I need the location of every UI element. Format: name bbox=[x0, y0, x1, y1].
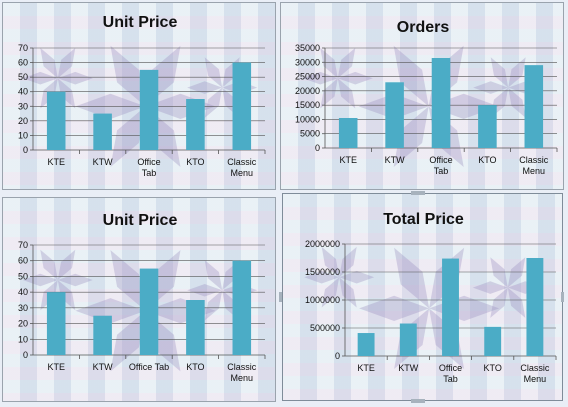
chart-background bbox=[3, 3, 275, 189]
x-tick-label: Office Tab bbox=[439, 363, 462, 384]
x-tick-label: Office Tab bbox=[129, 362, 169, 372]
y-tick-label: 60 bbox=[18, 256, 28, 266]
decor-snowflake bbox=[22, 249, 93, 311]
bar-office-tab[interactable] bbox=[442, 258, 459, 356]
y-tick-label: 30000 bbox=[295, 57, 320, 67]
x-tick-label: Classic Menu bbox=[227, 157, 257, 178]
selection-handle-right[interactable] bbox=[561, 292, 564, 302]
chart-svg: Orders 0 5000 10000 15000 20000 25000 30000 3500… bbox=[295, 19, 558, 176]
y-tick-label: 15000 bbox=[295, 100, 320, 110]
selection-handle-top[interactable] bbox=[411, 191, 425, 195]
selection-handle-left[interactable] bbox=[279, 292, 282, 302]
y-tick-label: 40 bbox=[18, 287, 28, 297]
y-tick-label: 500000 bbox=[310, 323, 340, 333]
selection-handle-bottom[interactable] bbox=[411, 399, 425, 403]
x-tick-label: KTO bbox=[186, 157, 204, 167]
chart-title: Orders bbox=[397, 19, 450, 36]
y-tick-label: 10000 bbox=[295, 114, 320, 124]
chart-unit-price-top[interactable]: Unit Price 0 10 20 30 40 50 60 70 KTE KTW Office Tab… bbox=[2, 2, 276, 190]
y-tick-label: 2000000 bbox=[305, 239, 340, 249]
y-tick-label: 70 bbox=[18, 43, 28, 53]
x-tick-label: KTO bbox=[484, 363, 502, 373]
y-tick-label: 10 bbox=[18, 334, 28, 344]
y-tick-label: 20 bbox=[18, 319, 28, 329]
x-tick-label: KTO bbox=[186, 362, 204, 372]
chart-svg: Unit Price 0 10 20 30 40 50 60 70 KTE KTW Office Ta… bbox=[18, 212, 266, 383]
chart-orders[interactable]: Orders 0 5000 10000 15000 20000 25000 30000 3500… bbox=[280, 2, 564, 190]
bar-office-tab[interactable] bbox=[139, 268, 159, 355]
y-tick-label: 0 bbox=[23, 145, 28, 155]
bar-kto[interactable] bbox=[186, 99, 205, 150]
x-tick-label: KTW bbox=[385, 155, 406, 165]
y-tick-label: 1500000 bbox=[305, 267, 340, 277]
x-tick-label: KTW bbox=[93, 362, 114, 372]
x-tick-label: KTE bbox=[339, 155, 357, 165]
chart-svg: Unit Price 0 10 20 30 40 50 60 70 KTE KTW Office Tab… bbox=[18, 14, 266, 178]
bar-office-tab[interactable] bbox=[431, 58, 451, 148]
bar-kto[interactable] bbox=[484, 326, 502, 356]
y-tick-label: 20000 bbox=[295, 86, 320, 96]
x-tick-label: KTO bbox=[478, 155, 496, 165]
y-tick-label: 70 bbox=[18, 240, 28, 250]
bar-kte[interactable] bbox=[338, 118, 358, 148]
x-tick-label: KTW bbox=[398, 363, 419, 373]
y-tick-label: 50 bbox=[18, 271, 28, 281]
bar-kte[interactable] bbox=[46, 91, 66, 150]
x-tick-label: KTE bbox=[357, 363, 375, 373]
y-tick-label: 1000000 bbox=[305, 295, 340, 305]
bar-ktw[interactable] bbox=[93, 113, 112, 150]
decor-snowflake bbox=[359, 247, 500, 370]
bar-ktw[interactable] bbox=[399, 323, 417, 356]
x-tick-label: KTE bbox=[47, 362, 65, 372]
decor-snowflake bbox=[22, 47, 93, 109]
chart-title: Total Price bbox=[383, 211, 464, 228]
chart-background bbox=[283, 194, 562, 400]
chart-background bbox=[281, 3, 563, 189]
chart-title: Unit Price bbox=[103, 212, 178, 229]
x-tick-label: KTW bbox=[93, 157, 114, 167]
y-tick-label: 0 bbox=[335, 351, 340, 361]
bar-classic-menu[interactable] bbox=[526, 258, 544, 356]
bar-kte[interactable] bbox=[357, 333, 375, 356]
y-tick-label: 30 bbox=[18, 303, 28, 313]
bar-ktw[interactable] bbox=[385, 82, 404, 148]
chart-svg: Total Price 0 500000 1000000 1500000 2000000 K… bbox=[304, 211, 557, 384]
y-tick-label: 0 bbox=[315, 143, 320, 153]
bar-classic-menu[interactable] bbox=[524, 65, 544, 148]
bar-ktw[interactable] bbox=[93, 315, 112, 355]
bar-kto[interactable] bbox=[478, 105, 497, 148]
x-tick-label: Office Tab bbox=[429, 155, 452, 176]
x-tick-label: KTE bbox=[47, 157, 65, 167]
y-tick-label: 40 bbox=[18, 87, 28, 97]
chart-unit-price-bottom[interactable]: Unit Price 0 10 20 30 40 50 60 70 KTE KTW Office Ta… bbox=[2, 197, 276, 402]
bar-office-tab[interactable] bbox=[139, 69, 159, 150]
x-tick-label: Classic Menu bbox=[519, 155, 549, 176]
bar-classic-menu[interactable] bbox=[232, 260, 252, 355]
y-tick-label: 25000 bbox=[295, 72, 320, 82]
chart-total-price[interactable]: Total Price 0 500000 1000000 1500000 2000000 K… bbox=[282, 193, 563, 401]
x-tick-label: Classic Menu bbox=[520, 363, 550, 384]
chart-title: Unit Price bbox=[103, 14, 178, 31]
y-tick-label: 5000 bbox=[300, 129, 320, 139]
y-tick-label: 10 bbox=[18, 130, 28, 140]
y-tick-label: 50 bbox=[18, 72, 28, 82]
y-tick-label: 35000 bbox=[295, 43, 320, 53]
y-tick-label: 0 bbox=[23, 350, 28, 360]
x-tick-label: Classic Menu bbox=[227, 362, 257, 383]
decor-snowflake bbox=[358, 45, 499, 168]
y-tick-label: 20 bbox=[18, 116, 28, 126]
y-tick-label: 60 bbox=[18, 58, 28, 68]
bar-kto[interactable] bbox=[186, 300, 205, 355]
y-tick-label: 30 bbox=[18, 101, 28, 111]
bar-kte[interactable] bbox=[46, 292, 66, 355]
bar-classic-menu[interactable] bbox=[232, 62, 252, 151]
x-tick-label: Office Tab bbox=[137, 157, 160, 178]
